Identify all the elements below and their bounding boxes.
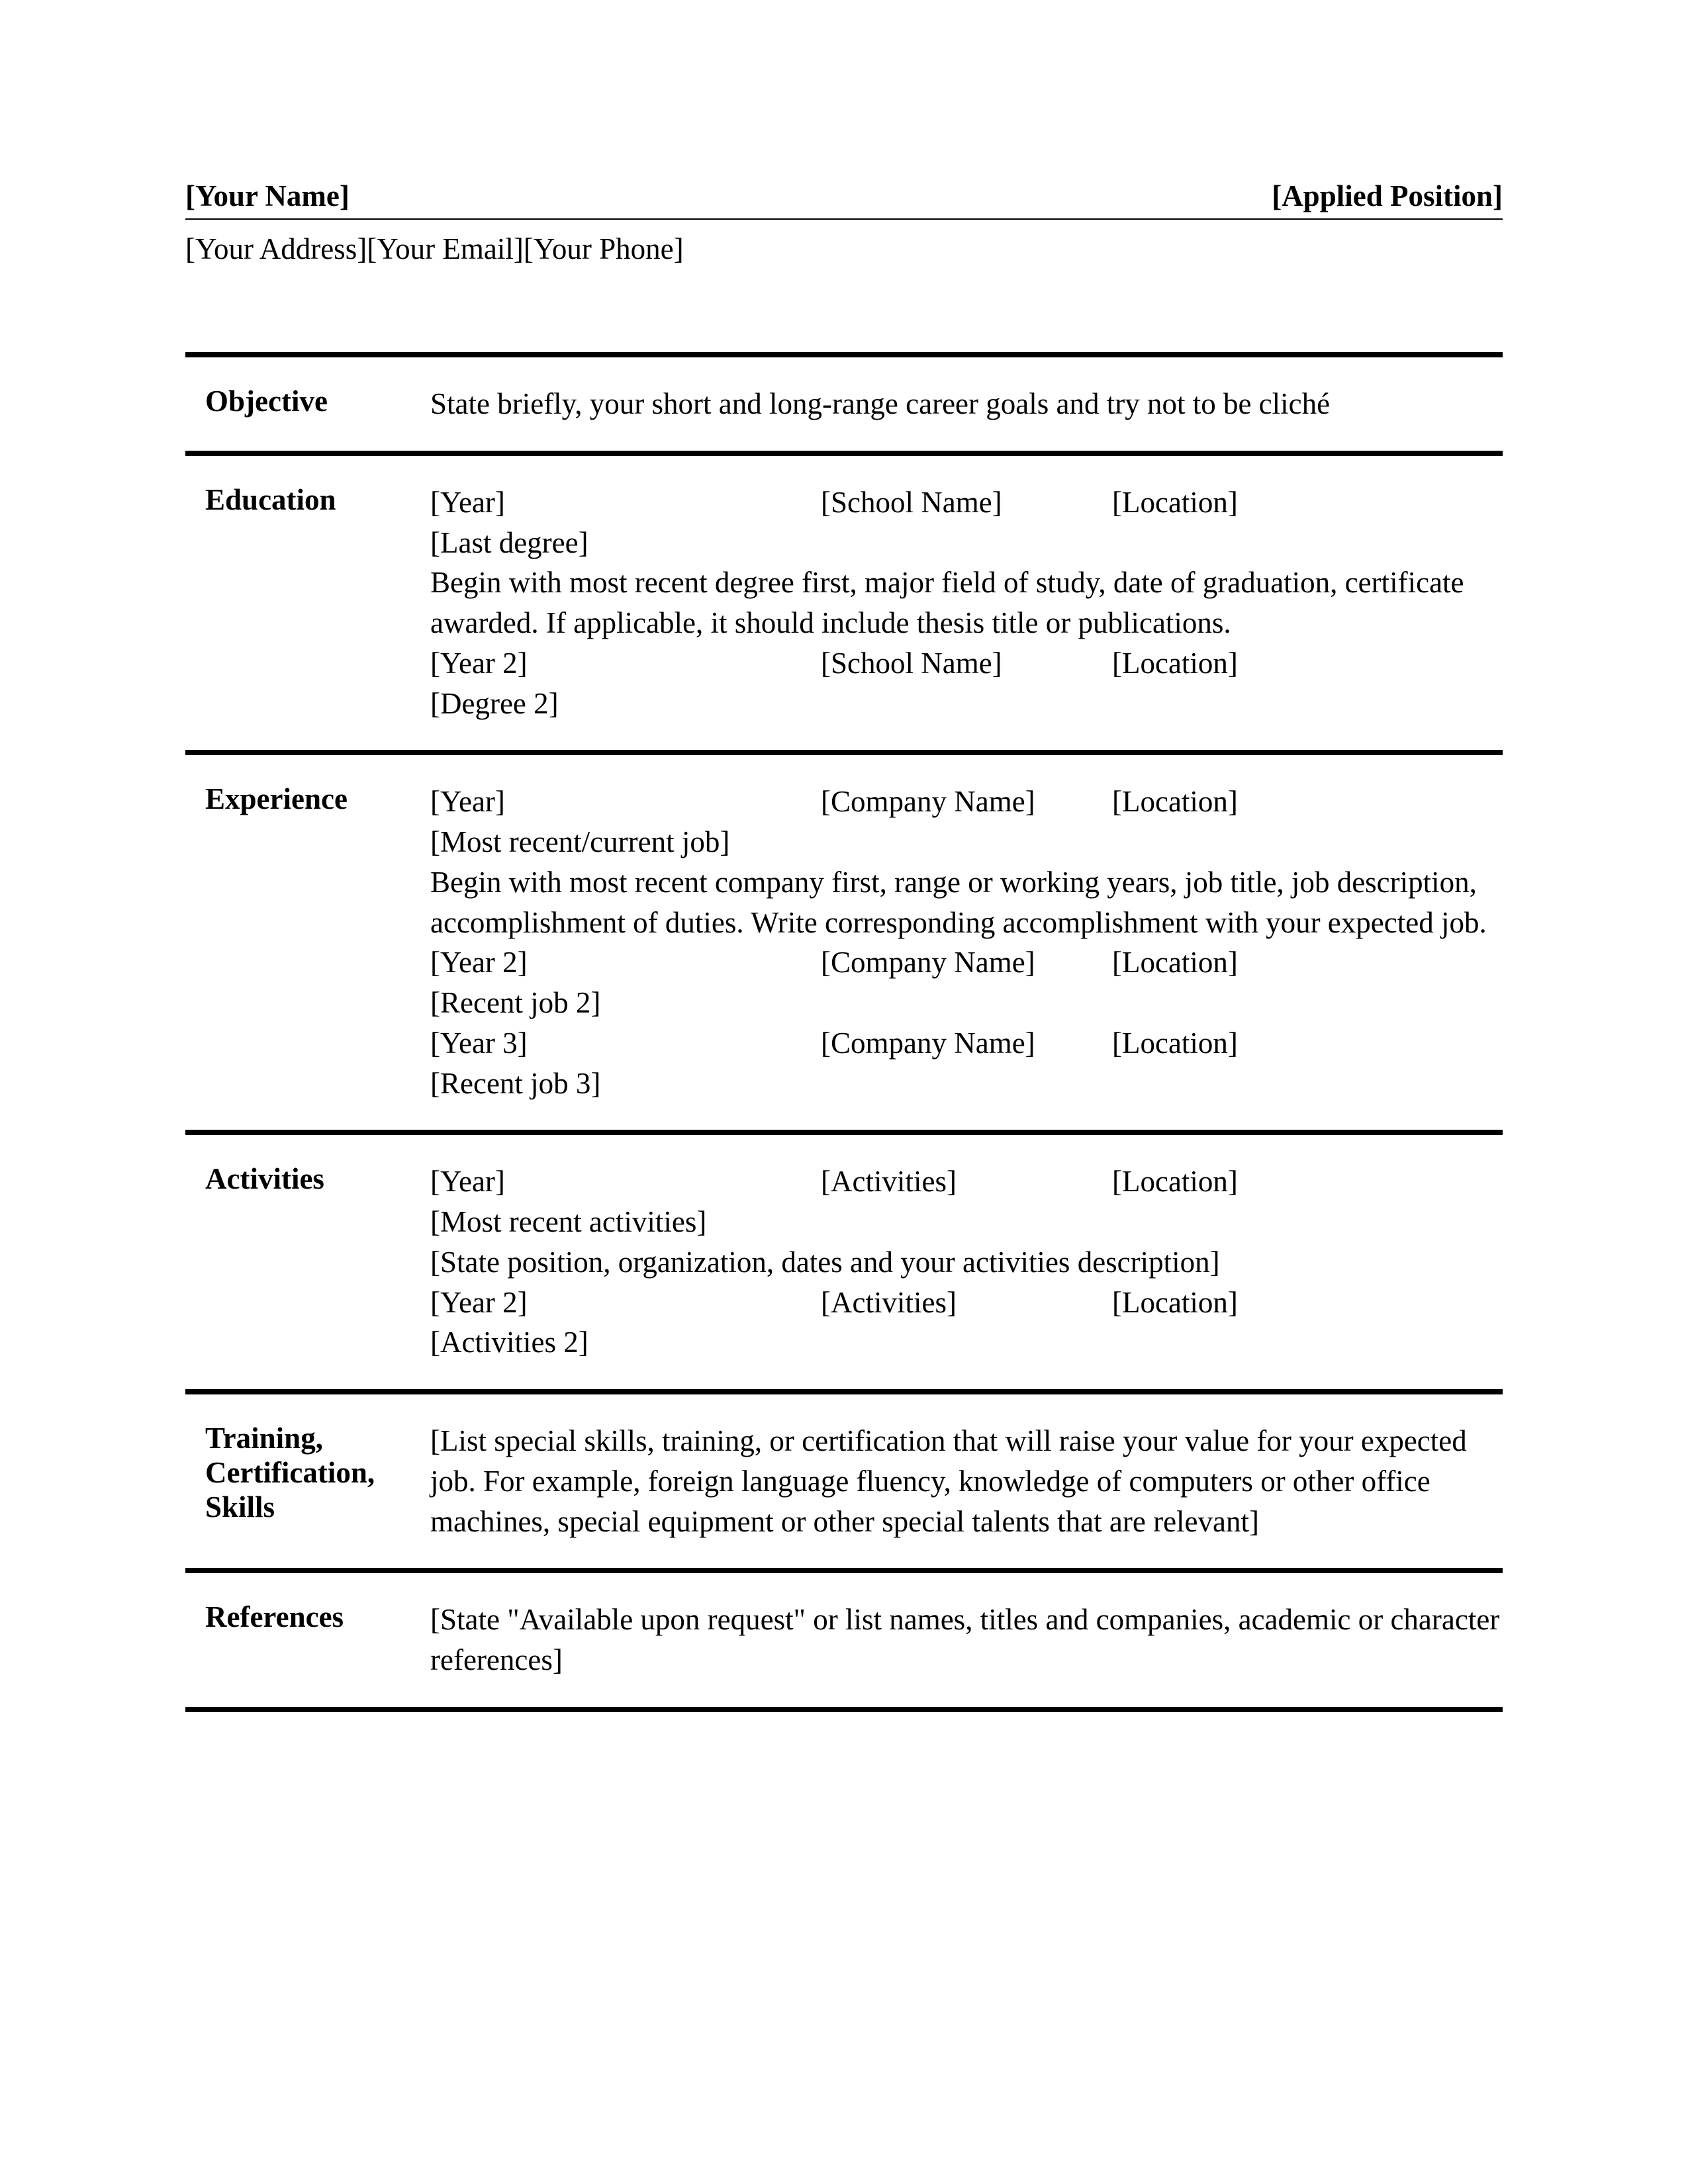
education-entry1-degree: [Last degree] xyxy=(430,523,1503,563)
education-content: [Year] [School Name] [Location] [Last de… xyxy=(430,482,1503,724)
objective-label: Objective xyxy=(185,384,430,424)
activities-entry1-location: [Location] xyxy=(1112,1161,1503,1202)
education-entry2-year: [Year 2] xyxy=(430,643,821,684)
education-entry1-year: [Year] xyxy=(430,482,821,523)
experience-entry3-job: [Recent job 3] xyxy=(430,1064,1503,1104)
experience-description: Begin with most recent company first, ra… xyxy=(430,862,1503,943)
activities-entry2-detail: [Activities 2] xyxy=(430,1322,1503,1363)
section-experience: Experience [Year] [Company Name] [Locati… xyxy=(185,750,1503,1130)
section-training: Training, Certification, Skills [List sp… xyxy=(185,1389,1503,1568)
section-references: References [State "Available upon reques… xyxy=(185,1568,1503,1712)
experience-entry3-year: [Year 3] xyxy=(430,1023,821,1064)
education-entry1-row: [Year] [School Name] [Location] xyxy=(430,482,1503,523)
contact-email: [Your Email] xyxy=(367,232,524,265)
section-objective: Objective State briefly, your short and … xyxy=(185,352,1503,451)
training-label: Training, Certification, Skills xyxy=(185,1421,430,1541)
experience-entry1-row: [Year] [Company Name] [Location] xyxy=(430,782,1503,822)
contact-row: [Your Address][Your Email][Your Phone] xyxy=(185,232,1503,266)
objective-content: State briefly, your short and long-range… xyxy=(430,384,1503,424)
experience-entry1-year: [Year] xyxy=(430,782,821,822)
sections-container: Objective State briefly, your short and … xyxy=(185,352,1503,1712)
activities-entry1-activity: [Activities] xyxy=(821,1161,1112,1202)
experience-entry2-location: [Location] xyxy=(1112,942,1503,983)
education-entry2-row: [Year 2] [School Name] [Location] xyxy=(430,643,1503,684)
experience-entry1-job: [Most recent/current job] xyxy=(430,822,1503,862)
contact-phone: [Your Phone] xyxy=(524,232,684,265)
experience-entry1-location: [Location] xyxy=(1112,782,1503,822)
header-position: [Applied Position] xyxy=(1272,179,1503,213)
activities-entry2-location: [Location] xyxy=(1112,1283,1503,1323)
header-row: [Your Name] [Applied Position] xyxy=(185,179,1503,220)
activities-label: Activities xyxy=(185,1161,430,1363)
education-label: Education xyxy=(185,482,430,724)
activities-description: [State position, organization, dates and… xyxy=(430,1242,1503,1283)
education-entry1-location: [Location] xyxy=(1112,482,1503,523)
experience-content: [Year] [Company Name] [Location] [Most r… xyxy=(430,782,1503,1103)
education-entry2-location: [Location] xyxy=(1112,643,1503,684)
experience-entry2-year: [Year 2] xyxy=(430,942,821,983)
activities-entry2-activity: [Activities] xyxy=(821,1283,1112,1323)
education-entry2-school: [School Name] xyxy=(821,643,1112,684)
experience-entry3-location: [Location] xyxy=(1112,1023,1503,1064)
references-content: [State "Available upon request" or list … xyxy=(430,1600,1503,1680)
header-name: [Your Name] xyxy=(185,179,350,213)
training-content: [List special skills, training, or certi… xyxy=(430,1421,1503,1541)
activities-content: [Year] [Activities] [Location] [Most rec… xyxy=(430,1161,1503,1363)
contact-address: [Your Address] xyxy=(185,232,367,265)
education-description: Begin with most recent degree first, maj… xyxy=(430,563,1503,643)
education-entry2-degree: [Degree 2] xyxy=(430,684,1503,724)
references-label: References xyxy=(185,1600,430,1680)
education-entry1-school: [School Name] xyxy=(821,482,1112,523)
activities-entry2-year: [Year 2] xyxy=(430,1283,821,1323)
section-activities: Activities [Year] [Activities] [Location… xyxy=(185,1130,1503,1389)
experience-entry2-row: [Year 2] [Company Name] [Location] xyxy=(430,942,1503,983)
experience-entry1-company: [Company Name] xyxy=(821,782,1112,822)
experience-entry3-company: [Company Name] xyxy=(821,1023,1112,1064)
experience-entry2-company: [Company Name] xyxy=(821,942,1112,983)
section-education: Education [Year] [School Name] [Location… xyxy=(185,451,1503,751)
experience-label: Experience xyxy=(185,782,430,1103)
experience-entry2-job: [Recent job 2] xyxy=(430,983,1503,1023)
activities-entry1-year: [Year] xyxy=(430,1161,821,1202)
activities-entry1-detail: [Most recent activities] xyxy=(430,1202,1503,1242)
activities-entry1-row: [Year] [Activities] [Location] xyxy=(430,1161,1503,1202)
experience-entry3-row: [Year 3] [Company Name] [Location] xyxy=(430,1023,1503,1064)
activities-entry2-row: [Year 2] [Activities] [Location] xyxy=(430,1283,1503,1323)
